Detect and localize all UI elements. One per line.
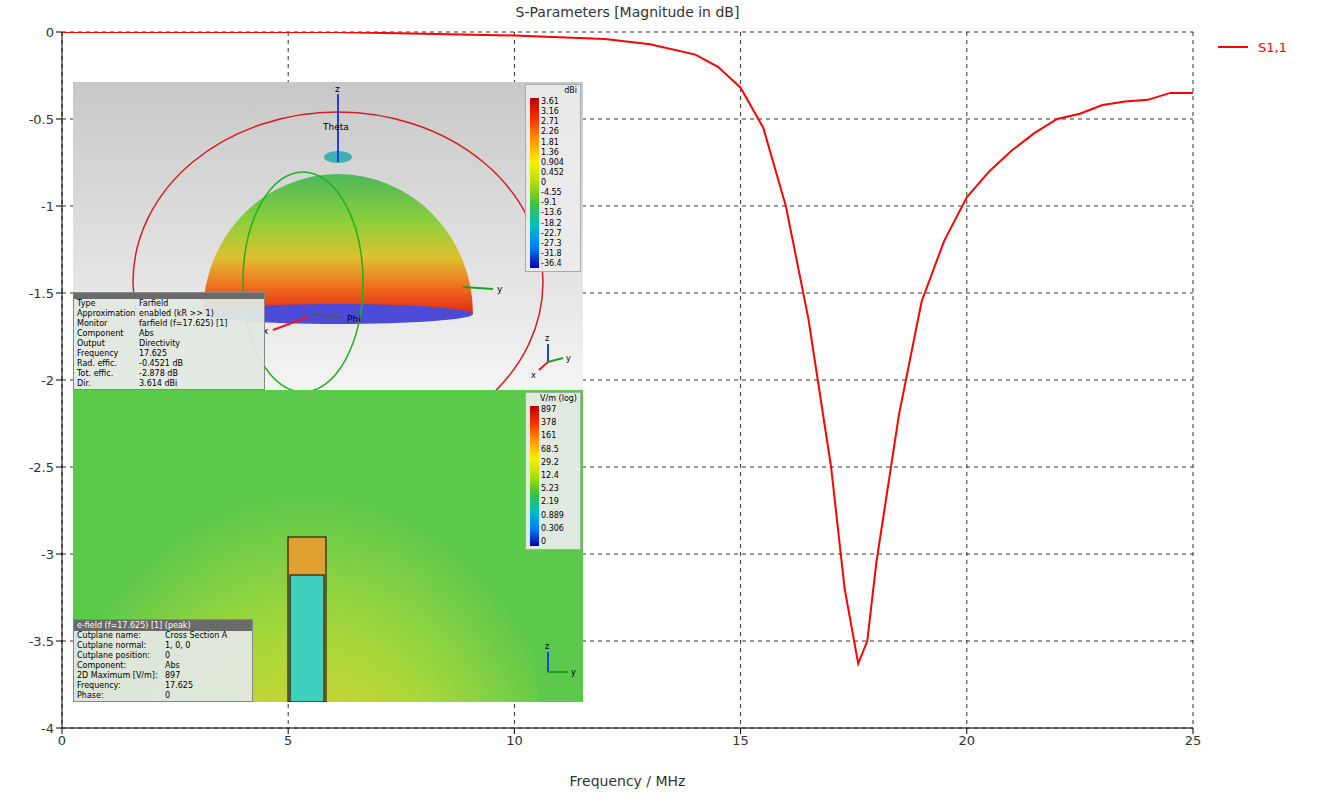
html-text:-18.2: -18.2 [541, 218, 562, 228]
html-text:0: 0 [541, 537, 547, 546]
html-text:0: 0 [165, 651, 171, 660]
svg-text:Frequency / MHz: Frequency / MHz [570, 773, 686, 789]
html-text:-31.8: -31.8 [541, 248, 562, 258]
html-text:Phase:: Phase: [77, 691, 104, 700]
html-text:e-field (f=17.625) [1] (peak): e-field (f=17.625) [1] (peak) [77, 621, 191, 630]
html-text:1.36: 1.36 [541, 147, 559, 157]
html-text:-13.6: -13.6 [541, 208, 562, 218]
html-text:farfield (f=17.625) [1]: farfield (f=17.625) [1] [139, 319, 228, 328]
html-text:897: 897 [165, 671, 181, 680]
html-text:2D Maximum [V/m]:: 2D Maximum [V/m]: [77, 671, 158, 680]
html-text:Abs: Abs [165, 661, 180, 670]
html-text:-4.55: -4.55 [541, 188, 562, 198]
html-text:3.614 dBi: 3.614 dBi [139, 379, 178, 388]
html-text:-36.4: -36.4 [541, 259, 562, 268]
html-text:Farfield: Farfield [139, 299, 169, 308]
html-text:Tot. effic.: Tot. effic. [77, 369, 114, 378]
html-text:0.889: 0.889 [541, 510, 564, 520]
html-text:378: 378 [541, 418, 557, 428]
html-text:3.61: 3.61 [541, 97, 559, 106]
html-text:-27.3: -27.3 [541, 238, 562, 248]
html-text:Approximation enabled (kR >> 1: Approximation enabled (kR >> 1) [77, 309, 214, 318]
html-text:897: 897 [541, 405, 557, 414]
svg-text:x: x [531, 371, 536, 380]
html-text:-9.1: -9.1 [541, 198, 557, 208]
html-text:0.306: 0.306 [541, 523, 564, 533]
html-text:3.16: 3.16 [541, 107, 559, 117]
svg-text:-2: -2 [41, 373, 54, 388]
html-text:1, 0, 0: 1, 0, 0 [165, 641, 191, 650]
svg-text:y: y [566, 354, 571, 363]
html-text:Cross Section A: Cross Section A [165, 631, 228, 640]
svg-text:-1: -1 [41, 199, 54, 214]
html-text:1.81: 1.81 [541, 137, 559, 147]
html-text:Monitor: Monitor [77, 319, 108, 328]
html-text:2.19: 2.19 [541, 497, 559, 507]
svg-text:25: 25 [1185, 733, 1202, 748]
html-text:29.2: 29.2 [541, 457, 559, 467]
html-text:-22.7: -22.7 [541, 228, 562, 238]
html-text:Cutplane position:: Cutplane position: [77, 651, 150, 660]
svg-text:-4: -4 [41, 721, 54, 736]
svg-text:y: y [571, 668, 576, 677]
html-text:Type: Type [77, 299, 96, 308]
svg-text:0: 0 [46, 25, 54, 40]
svg-text:-2.5: -2.5 [29, 460, 54, 475]
html-text:0: 0 [165, 691, 171, 700]
html-text:Component: Component [77, 329, 124, 338]
html-text:68.5: 68.5 [541, 444, 559, 454]
html-text:17.625: 17.625 [139, 349, 167, 358]
html-text:-0.4521 dB: -0.4521 dB [139, 359, 183, 368]
html-text:Frequency:: Frequency: [77, 681, 121, 690]
svg-text:z: z [545, 334, 549, 343]
html-text:Cutplane normal:: Cutplane normal: [77, 641, 147, 650]
html-text:2.71: 2.71 [541, 117, 559, 127]
svg-text:-3: -3 [41, 547, 54, 562]
html-text:0.904: 0.904 [541, 157, 564, 167]
svg-text:-3.5: -3.5 [29, 634, 54, 649]
html-text:S1,1: S1,1 [1258, 39, 1287, 55]
html-text:17.625: 17.625 [165, 681, 193, 690]
html-text:Rad. effic.: Rad. effic. [77, 359, 117, 368]
html-text:2.26: 2.26 [541, 127, 559, 137]
html-text:Output: Output [77, 339, 105, 348]
svg-text:-1.5: -1.5 [29, 286, 54, 301]
svg-text:0: 0 [58, 733, 66, 748]
html-text:V/m (log): V/m (log) [540, 394, 577, 403]
html-text:Component:: Component: [77, 661, 127, 670]
html-text:5.23: 5.23 [541, 484, 559, 494]
html-text:Frequency: Frequency [77, 349, 119, 358]
svg-text:-0.5: -0.5 [29, 112, 54, 127]
svg-text:5: 5 [284, 733, 292, 748]
svg-text:y: y [497, 284, 503, 294]
html-text:12.4: 12.4 [541, 471, 559, 480]
svg-text:10: 10 [506, 733, 523, 748]
html-text:161: 161 [541, 431, 557, 441]
html-text:0.452: 0.452 [541, 167, 564, 177]
svg-text:20: 20 [959, 733, 976, 748]
svg-text:Phi: Phi [347, 314, 361, 324]
html-text:Abs: Abs [139, 329, 154, 338]
html-text:dBi: dBi [564, 86, 577, 95]
html-text:-2.878 dB: -2.878 dB [139, 369, 178, 378]
html-text:Dir.: Dir. [77, 379, 91, 388]
svg-text:z: z [545, 642, 549, 651]
svg-text:z: z [335, 84, 340, 94]
svg-text:15: 15 [732, 733, 749, 748]
svg-text:Theta: Theta [322, 122, 349, 132]
svg-text:x: x [263, 326, 269, 336]
html-text:Directivity: Directivity [139, 339, 180, 348]
html-text:0: 0 [541, 178, 547, 187]
html-text:Cutplane name:: Cutplane name: [77, 631, 141, 640]
html-text:S-Parameters [Magnitude in dB]: S-Parameters [Magnitude in dB] [515, 4, 740, 20]
